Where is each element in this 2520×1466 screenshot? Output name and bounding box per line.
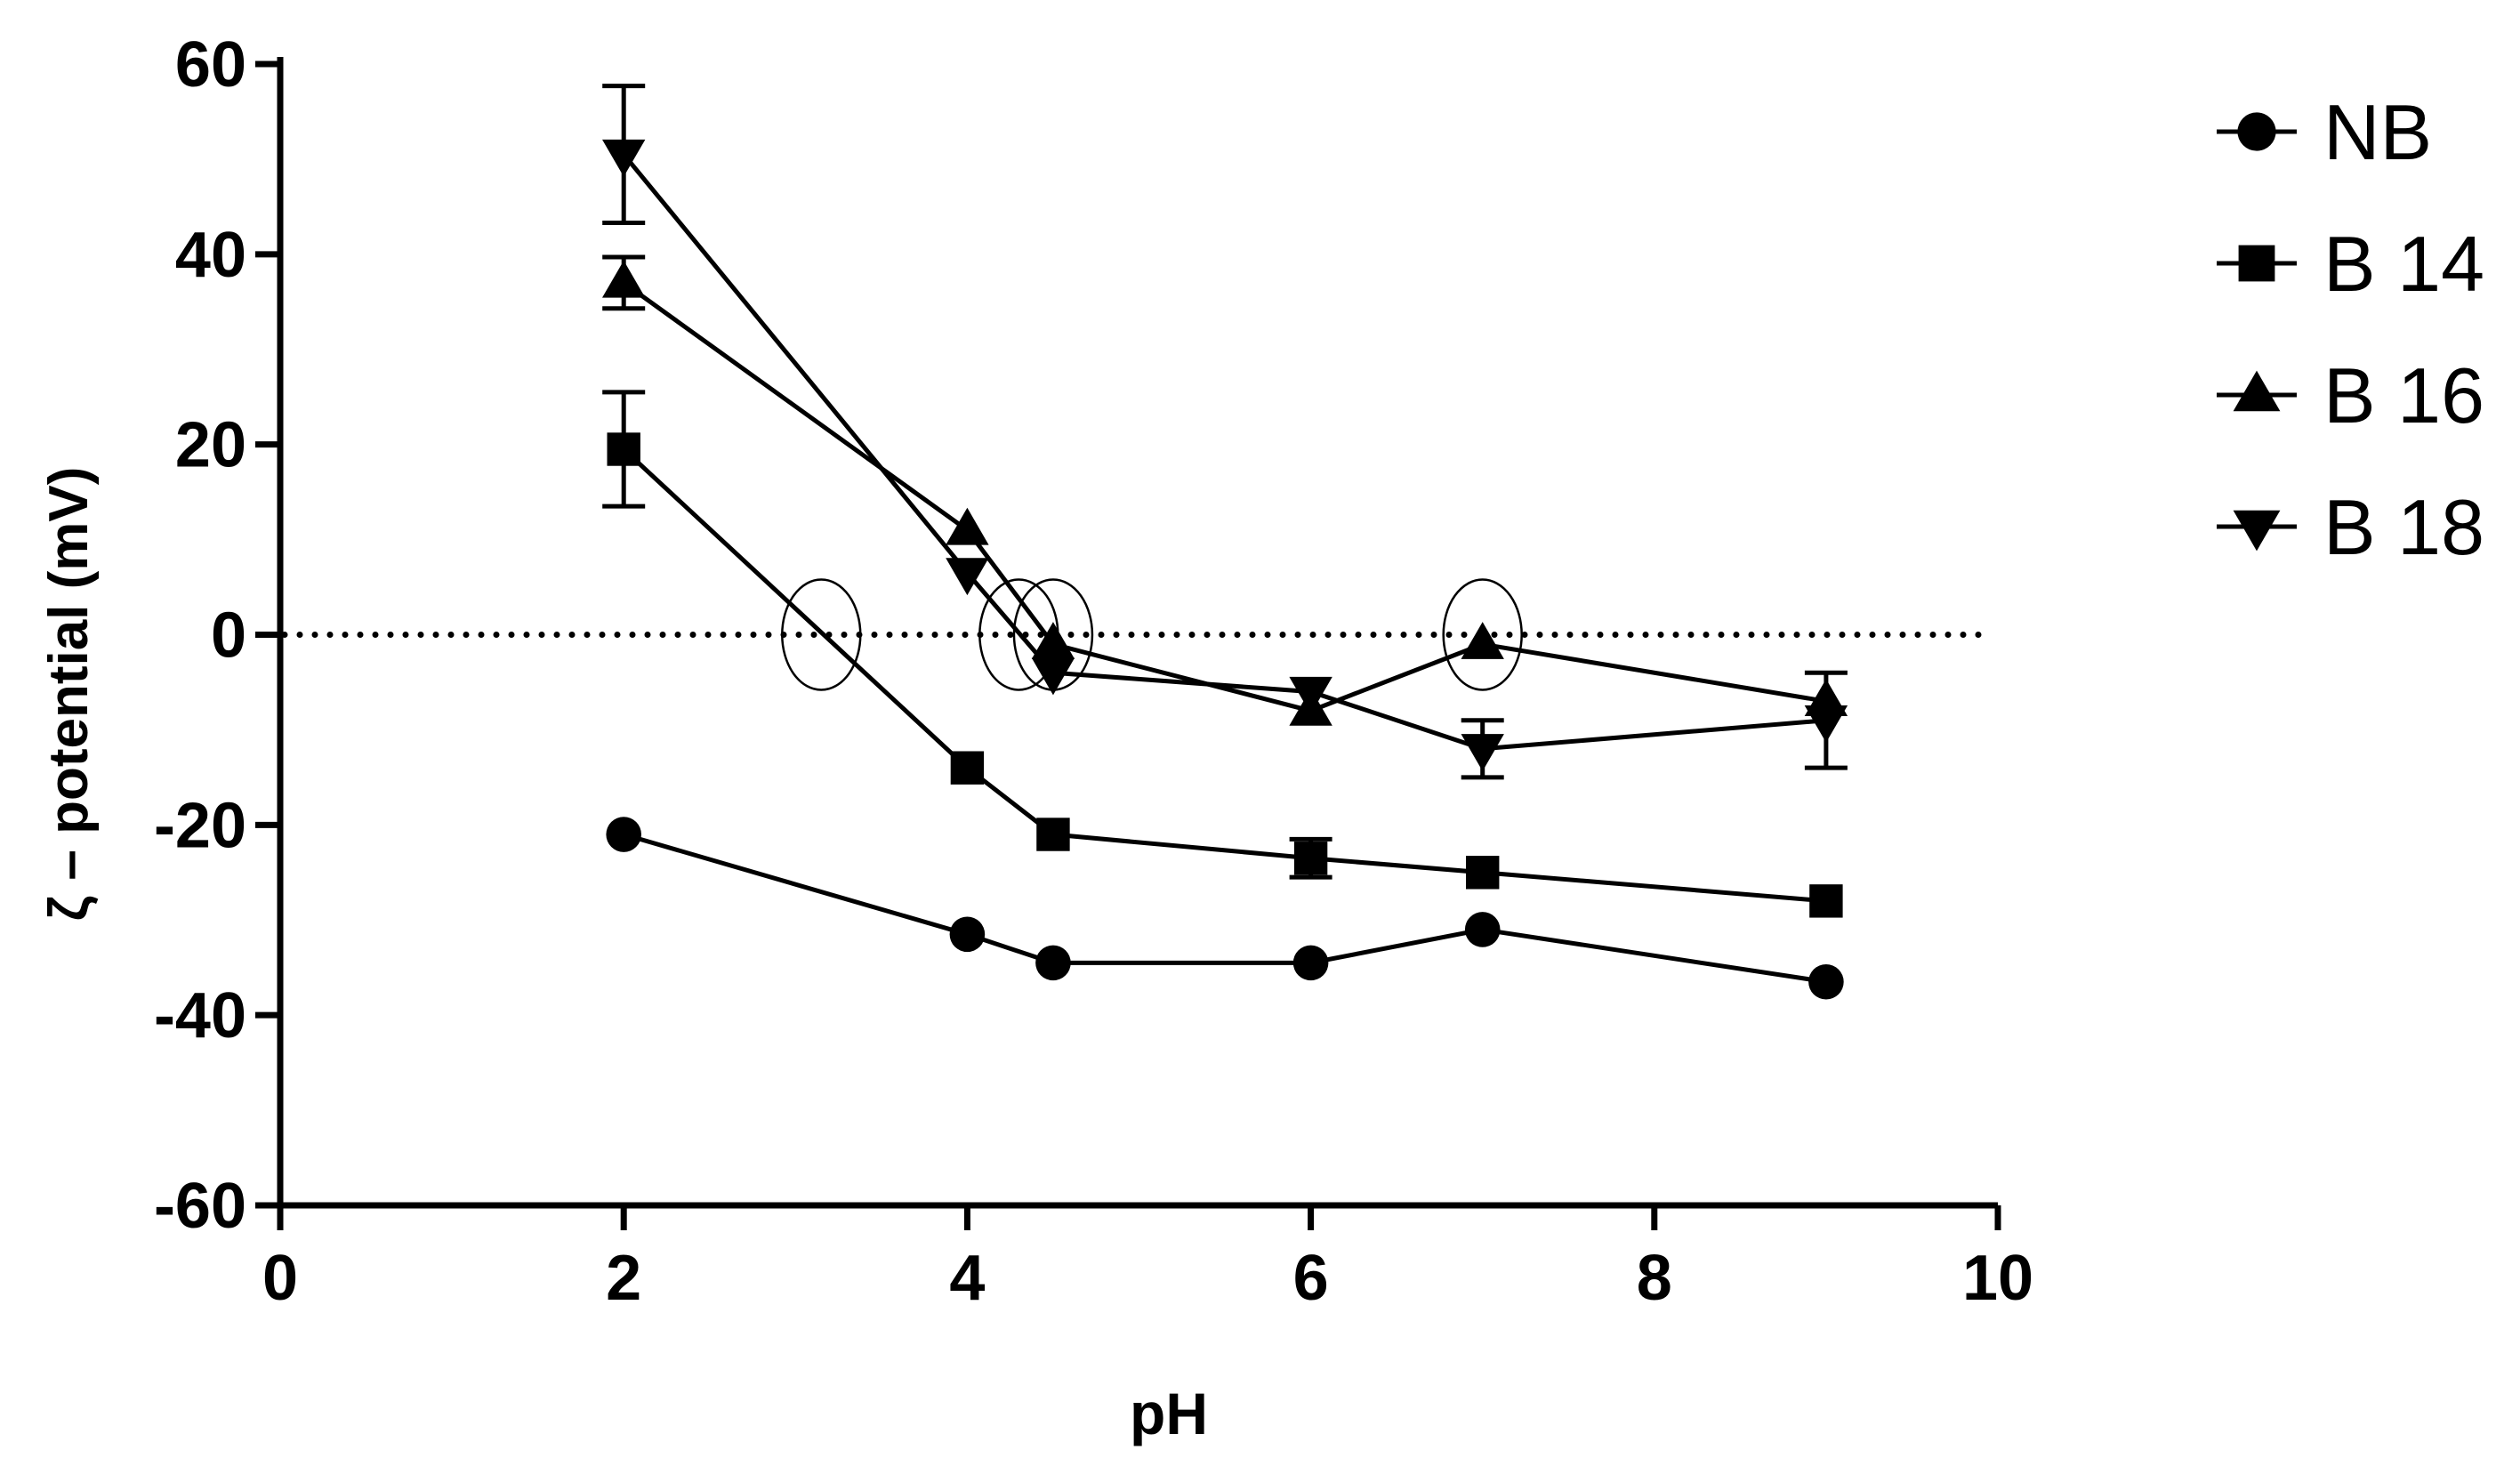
- data-point-nb: [606, 817, 641, 852]
- isoelectric-point-ellipse: [1442, 578, 1523, 691]
- series-line-nb: [623, 832, 1827, 985]
- data-point-nb: [1035, 945, 1071, 981]
- data-point-nb: [1292, 945, 1329, 981]
- series-nb: [606, 817, 1844, 1000]
- data-point-b-16: [1031, 622, 1075, 659]
- y-tick-label: -20: [154, 790, 246, 861]
- data-point-nb: [1808, 963, 1844, 1000]
- series-line-b-16: [622, 280, 1827, 713]
- data-point-b-18: [1031, 657, 1075, 696]
- x-tick-label: 8: [1637, 1243, 1672, 1314]
- y-tick-label: -40: [154, 980, 246, 1051]
- data-point-b-14: [1293, 842, 1328, 875]
- legend-item-nb: NB: [2217, 88, 2432, 176]
- y-tick-label: 0: [211, 600, 246, 672]
- legend-label: B 14: [2323, 220, 2484, 308]
- x-tick-label: 2: [606, 1243, 641, 1314]
- data-point-nb: [1464, 912, 1501, 947]
- y-tick-label: 40: [175, 220, 246, 291]
- data-point-b-18: [1461, 734, 1504, 771]
- plot-area: [281, 84, 1984, 1000]
- legend-marker-nb: [2237, 112, 2276, 151]
- isoelectric-point-ellipse: [781, 578, 862, 691]
- legend-item-b-14: B 14: [2217, 220, 2484, 308]
- y-tick-label: 20: [175, 410, 246, 481]
- data-point-b-14: [607, 432, 640, 466]
- data-point-b-14: [1466, 856, 1500, 890]
- data-point-b-16: [1461, 622, 1504, 659]
- legend-label: B 16: [2323, 351, 2484, 439]
- x-tick-label: 10: [1962, 1243, 2033, 1314]
- series-line-b-18: [622, 152, 1827, 752]
- x-axis-label: pH: [1130, 1381, 1208, 1446]
- series-b-16: [602, 254, 1848, 726]
- legend-label: B 18: [2323, 483, 2484, 571]
- data-point-b-18: [1804, 705, 1848, 743]
- data-point-b-18: [602, 139, 646, 177]
- legend-marker-b-14: [2238, 245, 2275, 282]
- x-tick-label: 6: [1293, 1243, 1329, 1314]
- x-tick-label: 4: [949, 1243, 985, 1314]
- x-tick-label: 0: [262, 1243, 298, 1314]
- legend-item-b-18: B 18: [2217, 483, 2484, 571]
- data-point-b-14: [950, 751, 985, 785]
- y-axis-label: ζ – potential (mV): [38, 467, 100, 922]
- axes: -60 -40 -20 0 20 40 60 0 2 4 6 8 10: [154, 29, 2033, 1314]
- series-b-14: [602, 390, 1843, 918]
- legend-item-b-16: B 16: [2217, 351, 2484, 439]
- data-point-b-18: [1289, 676, 1332, 714]
- y-tick-label: -60: [154, 1171, 246, 1242]
- legend-marker-b-18: [2233, 510, 2281, 552]
- legend: NB B 14 B 16 B 18: [2217, 88, 2484, 571]
- legend-marker-b-16: [2233, 370, 2281, 412]
- y-tick-label: 60: [175, 29, 246, 101]
- legend-label: NB: [2323, 88, 2432, 176]
- data-point-b-16: [602, 260, 646, 298]
- data-point-nb: [949, 916, 986, 953]
- data-point-b-18: [946, 558, 989, 596]
- data-point-b-14: [1036, 818, 1070, 851]
- data-point-b-16: [946, 507, 989, 545]
- series-b-18: [602, 84, 1848, 780]
- data-point-b-14: [1809, 884, 1843, 918]
- series-line-b-14: [622, 447, 1827, 904]
